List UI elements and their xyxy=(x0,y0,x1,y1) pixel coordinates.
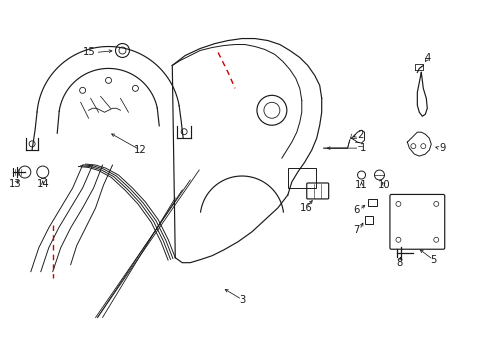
Text: 13: 13 xyxy=(9,179,21,189)
Text: 3: 3 xyxy=(239,294,244,305)
Text: 14: 14 xyxy=(37,179,49,189)
Text: 1: 1 xyxy=(359,143,365,153)
Text: 11: 11 xyxy=(354,180,367,190)
Bar xyxy=(367,199,377,206)
Text: 8: 8 xyxy=(395,258,402,268)
Text: 4: 4 xyxy=(423,54,429,63)
Text: 5: 5 xyxy=(429,255,436,265)
Text: 2: 2 xyxy=(357,130,363,140)
Bar xyxy=(364,216,372,224)
Text: 15: 15 xyxy=(82,48,95,58)
Text: 12: 12 xyxy=(134,145,146,155)
Text: 6: 6 xyxy=(352,205,359,215)
Text: 7: 7 xyxy=(352,225,359,235)
Text: 9: 9 xyxy=(438,143,445,153)
Text: 16: 16 xyxy=(299,203,311,213)
Text: 10: 10 xyxy=(377,180,390,190)
